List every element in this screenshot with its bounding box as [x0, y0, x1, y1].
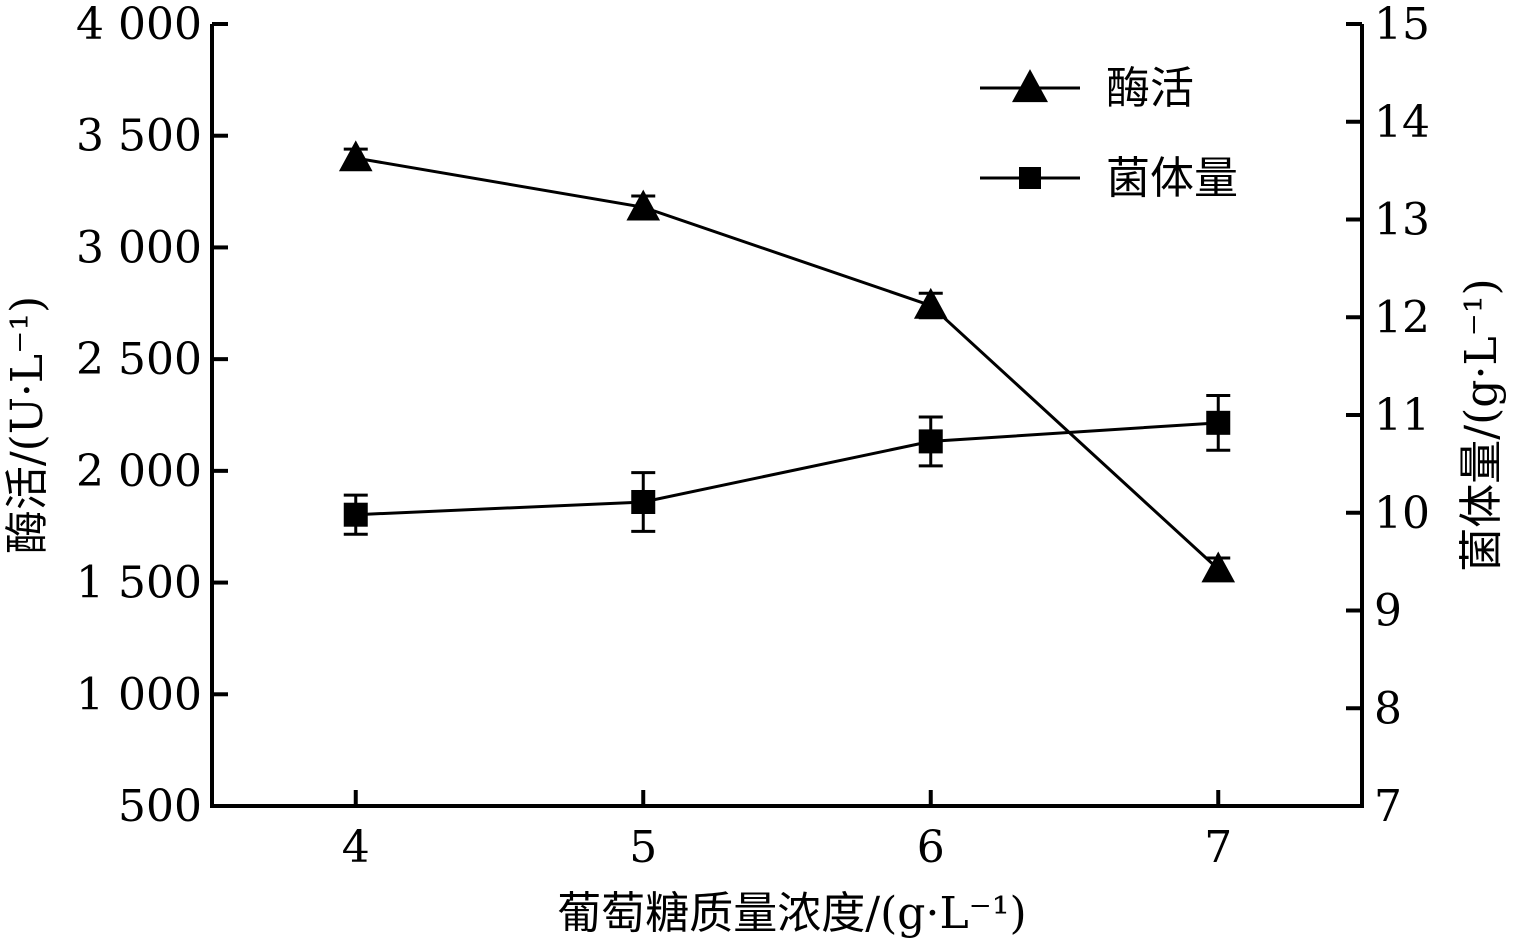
y-right-tick-label: 11 [1374, 390, 1430, 441]
y-left-tick-label: 500 [118, 781, 202, 832]
y-right-tick-label: 10 [1374, 488, 1430, 539]
data-point [343, 502, 368, 527]
data-point [1206, 410, 1231, 435]
x-tick-label: 5 [629, 822, 657, 873]
y-left-tick-label: 1 000 [76, 669, 202, 720]
y-right-tick-label: 15 [1374, 0, 1430, 50]
y-right-tick-label: 14 [1374, 97, 1430, 148]
series-line [355, 156, 1220, 571]
series-layer [338, 140, 1236, 583]
y-left-tick-label: 3 500 [76, 111, 202, 162]
y-right-tick-label: 8 [1374, 683, 1402, 734]
y-left-tick-label: 1 500 [76, 558, 202, 609]
y-left-tick-label: 2 500 [76, 334, 202, 385]
y-right-tick-label: 7 [1374, 781, 1402, 832]
legend-label: 酶活 [1106, 63, 1194, 114]
data-point [626, 189, 661, 221]
y-right-tick-label: 13 [1374, 195, 1430, 246]
series-line [355, 421, 1219, 517]
x-tick-label: 4 [342, 822, 370, 873]
data-point [1201, 551, 1236, 583]
y-left-tick-label: 2 000 [76, 446, 202, 497]
data-point [338, 140, 373, 172]
data-point [631, 489, 656, 514]
x-tick-label: 7 [1204, 822, 1232, 873]
series-biomass [343, 393, 1231, 536]
data-point [913, 287, 948, 319]
axes: 500 1 000 1 500 2 000 2 500 3 000 3 500 4 000 7 8… [76, 0, 1430, 873]
legend-marker-triangle [1012, 69, 1048, 103]
y-left-axis-title: 酶活/(U·L⁻¹) [2, 296, 53, 554]
data-point [918, 429, 943, 454]
y-left-tick-label: 4 000 [76, 0, 202, 50]
series-enzyme-activity [338, 140, 1236, 583]
y-right-tick-label: 12 [1374, 292, 1430, 343]
y-right-axis-title: 菌体量/(g·L⁻¹) [1456, 278, 1507, 571]
y-right-tick-label: 9 [1374, 586, 1402, 637]
legend-label: 菌体量 [1106, 153, 1238, 204]
x-tick-label: 6 [917, 822, 945, 873]
y-left-tick-label: 3 000 [76, 222, 202, 273]
legend-marker-square [1019, 167, 1041, 189]
x-axis-title: 葡萄糖质量浓度/(g·L⁻¹) [557, 888, 1026, 939]
